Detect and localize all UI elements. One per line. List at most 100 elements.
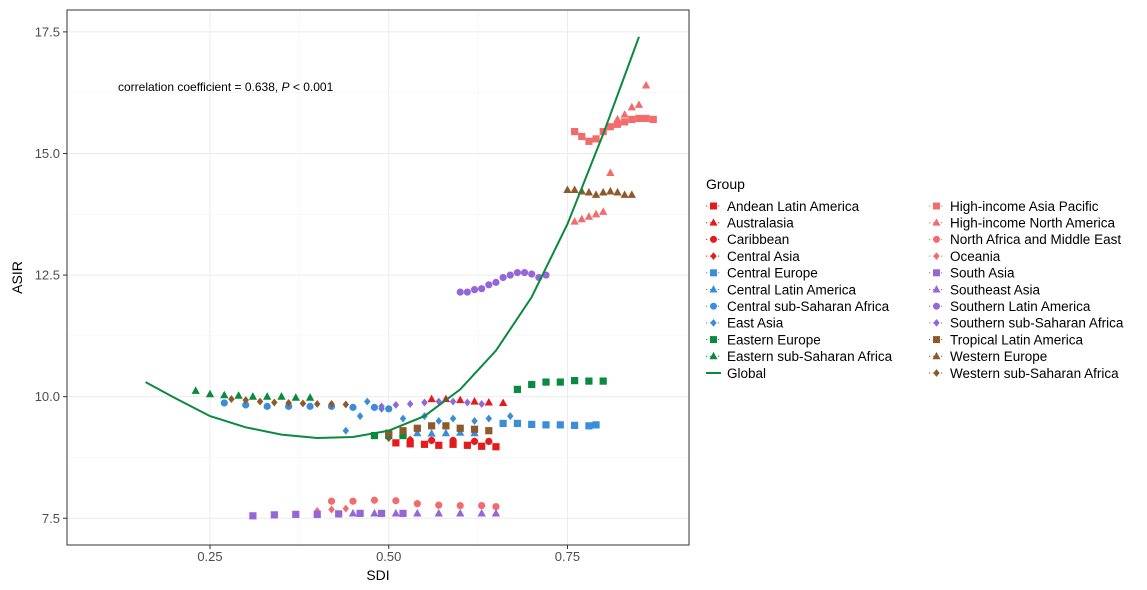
legend-item-eastern-europe: Eastern Europe (706, 332, 821, 347)
data-point (477, 508, 486, 517)
legend-item-southeast-asia: Southeast Asia (929, 282, 1041, 297)
data-point (370, 403, 379, 411)
data-point (542, 378, 550, 386)
data-point (571, 127, 579, 136)
series-southern-sub-saharan-africa (378, 397, 485, 411)
data-point (584, 212, 594, 220)
x-axis-title: SDI (366, 567, 389, 583)
series-western-sub-saharan-africa (228, 395, 350, 409)
data-point (421, 398, 428, 407)
legend-item-australasia: Australasia (706, 216, 794, 231)
legend-item-andean-latin-america: Andean Latin America (706, 199, 860, 214)
data-point (591, 190, 601, 198)
series-layer (145, 36, 657, 520)
series-southern-latin-america (456, 269, 550, 296)
legend-label: Caribbean (727, 232, 789, 247)
data-point (528, 380, 536, 389)
legend-label: South Asia (950, 266, 1015, 281)
data-point (485, 427, 493, 435)
legend-item-oceania: Oceania (929, 249, 1001, 264)
data-point (356, 412, 364, 421)
data-point (606, 168, 615, 176)
data-point (520, 269, 529, 277)
legend-item-central-asia: Central Asia (706, 249, 800, 264)
data-point (478, 285, 486, 293)
y-axis-title: ASIR (9, 261, 25, 294)
data-point (299, 399, 307, 408)
series-global (145, 36, 640, 440)
data-point (391, 508, 401, 517)
legend-item-central-latin-america: Central Latin America (706, 282, 857, 297)
data-point (464, 398, 471, 407)
legend-title: Group (706, 176, 745, 192)
legend-item-eastern-sub-saharan-africa: Eastern sub-Saharan Africa (706, 349, 893, 364)
series-north-africa-and-middle-east (327, 496, 500, 511)
legend-label: North Africa and Middle East (950, 232, 1121, 247)
data-point (399, 414, 407, 423)
data-point (478, 442, 486, 450)
legend-label: Oceania (950, 249, 1001, 264)
data-point (406, 435, 414, 444)
legend-label: Central Europe (727, 266, 818, 281)
legend-item-tropical-latin-america: Tropical Latin America (929, 332, 1084, 347)
data-point (499, 419, 507, 428)
data-point (456, 424, 464, 432)
data-point (392, 439, 400, 447)
data-point (456, 428, 465, 436)
data-point (364, 397, 371, 406)
data-point (620, 110, 629, 118)
data-point (356, 509, 364, 517)
legend: Group Andean Latin America AustralasiaCar… (706, 176, 1124, 381)
data-point (634, 100, 644, 108)
legend-item-southern-sub-saharan-africa: Southern sub-Saharan Africa (929, 316, 1124, 331)
legend-label: High-income Asia Pacific (950, 199, 1099, 214)
legend-key-marker (933, 202, 940, 210)
data-point (649, 115, 657, 124)
series-central-latin-america (398, 428, 479, 437)
data-point (599, 377, 607, 385)
data-point (556, 378, 564, 386)
data-point (263, 392, 272, 400)
data-point (585, 137, 593, 145)
legend-label: Southern Latin America (950, 299, 1091, 314)
data-point (413, 500, 421, 508)
data-point (434, 508, 443, 517)
data-point (570, 185, 579, 194)
data-point (285, 399, 292, 407)
data-point (641, 80, 651, 89)
data-point (485, 414, 493, 423)
legend-key-marker (932, 351, 941, 360)
legend-item-central-europe: Central Europe (706, 266, 818, 281)
data-point (342, 400, 350, 409)
axis-layer: 0.25 0.50 0.75 7.5 10.0 12.5 15.0 17.5 (35, 24, 580, 564)
legend-label: Central sub-Saharan Africa (727, 299, 890, 314)
legend-key-marker (933, 319, 940, 327)
data-point (513, 385, 522, 393)
legend-label: Southern sub-Saharan Africa (950, 316, 1124, 331)
data-point (585, 422, 593, 430)
y-tick-label: 17.5 (35, 24, 60, 39)
data-point (571, 377, 579, 385)
legend-item-high-income-north-america: High-income North America (929, 216, 1116, 231)
legend-item-caribbean: Caribbean (706, 232, 789, 247)
data-point (427, 394, 436, 403)
data-point (435, 417, 443, 425)
legend-label: Southeast Asia (950, 282, 1041, 297)
data-point (627, 102, 636, 111)
data-point (542, 421, 550, 429)
data-point (413, 424, 421, 432)
data-point (456, 508, 465, 517)
legend-key-marker (709, 285, 718, 293)
series-high-income-north-america (570, 80, 651, 225)
data-point (248, 392, 258, 400)
legend-label: Western sub-Saharan Africa (950, 366, 1119, 381)
legend-label: Andean Latin America (727, 199, 860, 214)
data-point (513, 419, 522, 428)
data-point (585, 377, 593, 385)
legend-key-marker (933, 369, 940, 377)
data-point (392, 497, 400, 505)
data-point (291, 393, 300, 401)
data-point (370, 508, 379, 517)
annotation-suffix: < 0.001 (290, 80, 334, 94)
data-point (592, 135, 600, 143)
